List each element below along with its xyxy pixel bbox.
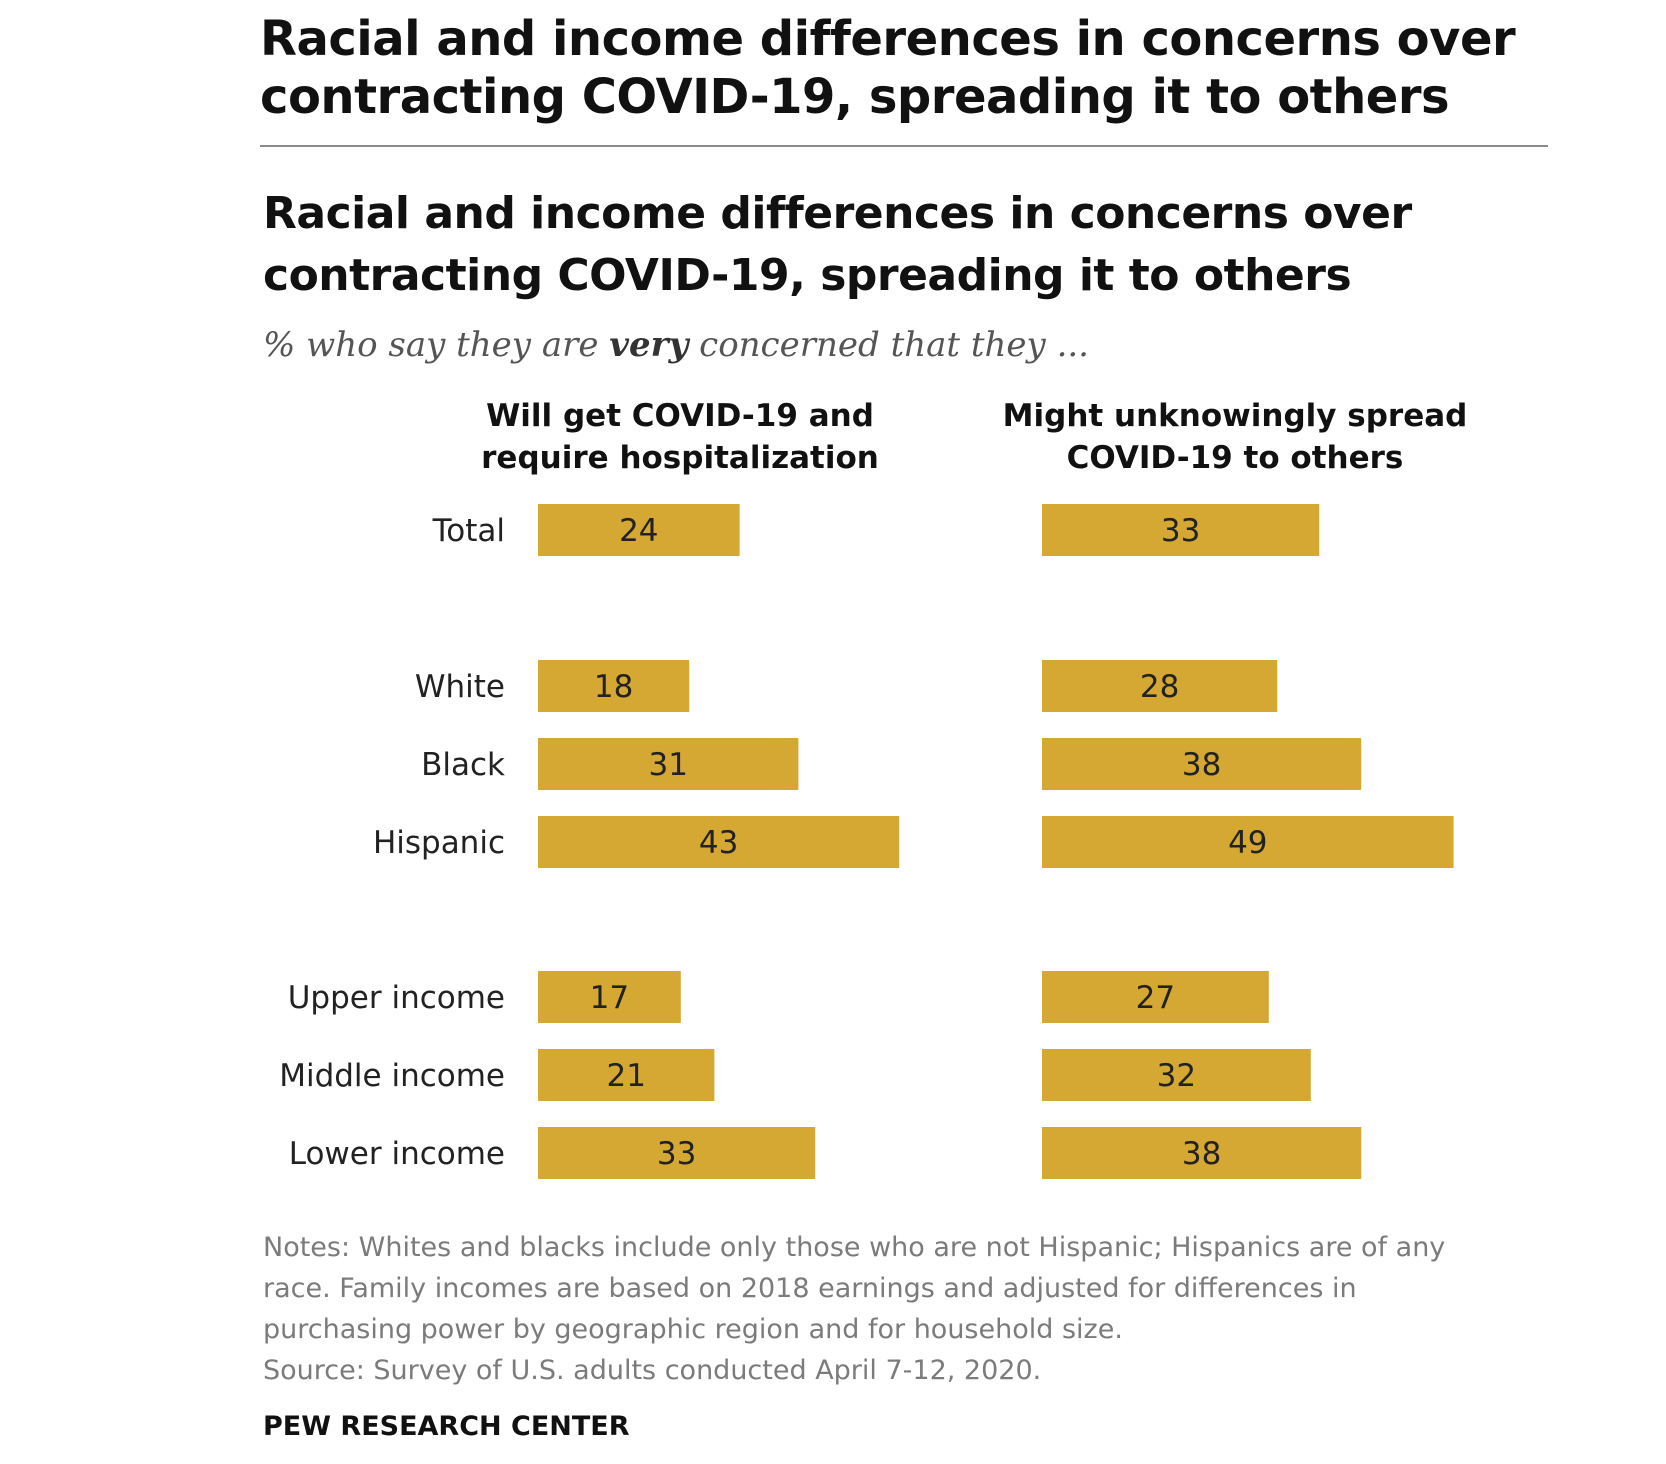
chart-title: Racial and income differences in concern… bbox=[263, 183, 1563, 307]
column-header-hospitalization: Will get COVID-19 and require hospitaliz… bbox=[470, 395, 890, 479]
category-label: White bbox=[415, 669, 505, 705]
bar-value-label: 38 bbox=[1182, 747, 1221, 783]
bar bbox=[1042, 1049, 1311, 1101]
page-title: Racial and income differences in concern… bbox=[260, 10, 1560, 126]
title-divider bbox=[260, 145, 1548, 147]
notes-line1: Notes: Whites and blacks include only th… bbox=[263, 1232, 1446, 1263]
category-label: Total bbox=[432, 513, 505, 549]
category-label: Lower income bbox=[289, 1136, 505, 1172]
category-label: Middle income bbox=[279, 1058, 505, 1094]
bar bbox=[538, 504, 740, 556]
organization-logo-text: PEW RESEARCH CENTER bbox=[263, 1411, 630, 1442]
category-label: Upper income bbox=[288, 980, 505, 1016]
bar bbox=[1042, 660, 1278, 712]
column-header-line2: require hospitalization bbox=[481, 440, 879, 476]
bar bbox=[538, 660, 690, 712]
bar-value-label: 28 bbox=[1140, 669, 1179, 705]
chart-subtitle: % who say they are very concerned that t… bbox=[263, 325, 1089, 365]
bar bbox=[1042, 1127, 1362, 1179]
bar-value-label: 32 bbox=[1157, 1058, 1196, 1094]
chart-notes: Notes: Whites and blacks include only th… bbox=[263, 1227, 1563, 1391]
bar-value-label: 33 bbox=[657, 1136, 696, 1172]
chart-title-line1: Racial and income differences in concern… bbox=[263, 188, 1412, 239]
column-header-spread: Might unknowingly spread COVID-19 to oth… bbox=[1000, 395, 1470, 479]
bar-value-label: 17 bbox=[590, 980, 629, 1016]
bar-value-label: 33 bbox=[1161, 513, 1200, 549]
bar-value-label: 38 bbox=[1182, 1136, 1221, 1172]
subtitle-pre: % who say they are bbox=[263, 325, 610, 365]
notes-line2: race. Family incomes are based on 2018 e… bbox=[263, 1273, 1357, 1304]
column-header-line1: Might unknowingly spread bbox=[1002, 398, 1468, 434]
page-title-line2: contracting COVID-19, spreading it to ot… bbox=[260, 69, 1450, 125]
bar bbox=[1042, 816, 1454, 868]
bar-value-label: 27 bbox=[1136, 980, 1175, 1016]
bar bbox=[1042, 971, 1269, 1023]
bar-chart: Total White Black Hispanic Upper income Middl… bbox=[279, 504, 1454, 1179]
bar bbox=[538, 738, 799, 790]
source-note: Source: Survey of U.S. adults conducted … bbox=[263, 1355, 1042, 1386]
chart-title-line2: contracting COVID-19, spreading it to ot… bbox=[263, 250, 1352, 301]
category-label: Black bbox=[421, 747, 505, 783]
bar-value-label: 43 bbox=[699, 825, 738, 861]
bar bbox=[1042, 738, 1362, 790]
subtitle-emphasis: very bbox=[609, 325, 689, 365]
bar-value-label: 31 bbox=[648, 747, 687, 783]
bar bbox=[538, 971, 681, 1023]
bar bbox=[538, 816, 900, 868]
page-title-line1: Racial and income differences in concern… bbox=[260, 11, 1516, 67]
bar-value-label: 18 bbox=[594, 669, 633, 705]
bar-value-label: 24 bbox=[619, 513, 658, 549]
bar-value-label: 21 bbox=[606, 1058, 645, 1094]
column-header-line1: Will get COVID-19 and bbox=[486, 398, 874, 434]
subtitle-post: concerned that they ... bbox=[688, 325, 1089, 365]
bar-value-label: 49 bbox=[1228, 825, 1267, 861]
notes-line3: purchasing power by geographic region an… bbox=[263, 1314, 1123, 1345]
bar bbox=[538, 1127, 816, 1179]
column-header-line2: COVID-19 to others bbox=[1066, 440, 1404, 476]
bar bbox=[538, 1049, 715, 1101]
bar bbox=[1042, 504, 1320, 556]
category-label: Hispanic bbox=[373, 825, 505, 861]
